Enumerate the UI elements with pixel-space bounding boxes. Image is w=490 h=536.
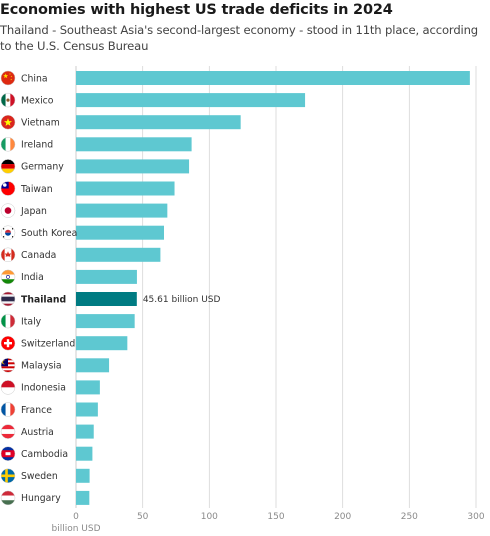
flag-outline	[0, 335, 16, 351]
flag-india-icon	[1, 269, 15, 284]
flag-outline	[0, 380, 16, 395]
category-label: Malaysia	[21, 361, 62, 372]
bar-austria	[76, 424, 94, 439]
flag-mexico-icon	[1, 93, 15, 108]
flag-vietnam-icon	[1, 115, 15, 130]
flag-outline	[0, 490, 16, 506]
category-label: Ireland	[21, 140, 53, 151]
category-labels: China Mexico Vietnam Ireland Germany Taiwan Ja…	[20, 73, 221, 504]
flag-china-icon	[1, 71, 15, 85]
flag-outline	[0, 291, 16, 307]
flag-germany-icon	[1, 159, 15, 174]
bar-switzerland	[76, 336, 128, 351]
bar-indonesia	[76, 380, 100, 395]
bar-germany	[76, 159, 190, 174]
flag-italy-icon	[1, 314, 15, 329]
flag-outline	[0, 137, 16, 152]
flag-sweden-icon	[1, 468, 15, 483]
flag-outline	[0, 225, 16, 240]
category-label: Germany	[21, 162, 64, 173]
chart-subtitle: Thailand - Southeast Asia's second-large…	[0, 23, 479, 53]
category-label: France	[21, 405, 52, 416]
category-label: India	[21, 272, 44, 283]
x-tick-label: 200	[334, 512, 351, 522]
bar-taiwan	[76, 181, 175, 196]
flag-outline	[0, 313, 16, 329]
category-label: Taiwan	[20, 184, 53, 195]
category-label: Cambodia	[21, 449, 68, 460]
flag-malaysia-icon	[1, 358, 15, 373]
x-tick-label: 250	[401, 512, 418, 522]
flag-outline	[0, 203, 16, 218]
flag-outline	[0, 114, 16, 130]
bar-canada	[76, 247, 161, 262]
flag-outline	[0, 424, 16, 439]
category-label: Italy	[21, 316, 42, 327]
bar-mexico	[76, 93, 306, 108]
flag-taiwan-icon	[1, 181, 15, 196]
flag-canada-icon	[1, 247, 15, 262]
flag-ireland-icon	[1, 137, 15, 152]
flag-hungary-icon	[1, 490, 15, 505]
bar-cambodia	[76, 446, 93, 461]
bar-malaysia	[76, 358, 110, 373]
flag-outline	[0, 269, 16, 285]
flag-thailand-icon	[1, 292, 15, 306]
category-label: Thailand	[21, 294, 66, 305]
category-label: Indonesia	[21, 383, 66, 394]
flag-france-icon	[1, 402, 15, 417]
bar-south-korea	[76, 225, 164, 240]
bar-japan	[76, 203, 168, 218]
x-tick-label: 0	[73, 512, 79, 522]
bar-india	[76, 269, 137, 284]
bar-france	[76, 402, 98, 417]
flag-outline	[0, 159, 16, 174]
flag-japan-icon	[1, 203, 15, 218]
category-label: China	[21, 73, 48, 84]
x-tick-label: 100	[201, 512, 218, 522]
flag-outline	[0, 468, 16, 484]
bar-vietnam	[76, 115, 241, 130]
highlight-value-label: 45.61 billion USD	[143, 295, 221, 305]
category-label: Canada	[21, 250, 56, 261]
flags	[0, 70, 16, 506]
bars	[76, 71, 470, 505]
gridlines	[75, 66, 477, 508]
category-label: Vietnam	[21, 118, 60, 129]
category-label: Austria	[21, 427, 54, 438]
flag-outline	[0, 358, 16, 373]
flag-switzerland-icon	[1, 336, 15, 351]
chart-title: Economies with highest US trade deficits…	[0, 2, 393, 18]
category-label: Hungary	[21, 493, 61, 504]
flag-cambodia-icon	[1, 446, 15, 461]
flag-austria-icon	[1, 424, 15, 439]
flag-outline	[0, 247, 16, 263]
flag-outline	[0, 402, 16, 417]
flag-outline	[0, 181, 16, 196]
flag-indonesia-icon	[1, 380, 15, 395]
x-axis-unit: billion USD	[51, 524, 100, 534]
bar-sweden	[76, 468, 90, 483]
x-axis-ticks: 0 50 100 150 200 250 300 billion USD	[51, 512, 484, 534]
flag-south-korea-icon	[1, 225, 15, 240]
category-label: Mexico	[21, 95, 54, 106]
flag-outline	[0, 70, 16, 86]
x-tick-label: 150	[267, 512, 284, 522]
flag-outline	[0, 446, 16, 461]
bar-italy	[76, 314, 135, 329]
category-label: South Korea	[21, 228, 77, 239]
x-tick-label: 300	[467, 512, 484, 522]
category-label: Switzerland	[21, 339, 75, 350]
flag-outline	[0, 92, 16, 108]
x-tick-label: 50	[137, 512, 149, 522]
bar-ireland	[76, 137, 192, 152]
bar-china	[76, 71, 470, 85]
bar-thailand	[76, 292, 137, 306]
category-label: Sweden	[21, 471, 58, 482]
bar-hungary	[76, 490, 90, 505]
category-label: Japan	[20, 206, 47, 217]
